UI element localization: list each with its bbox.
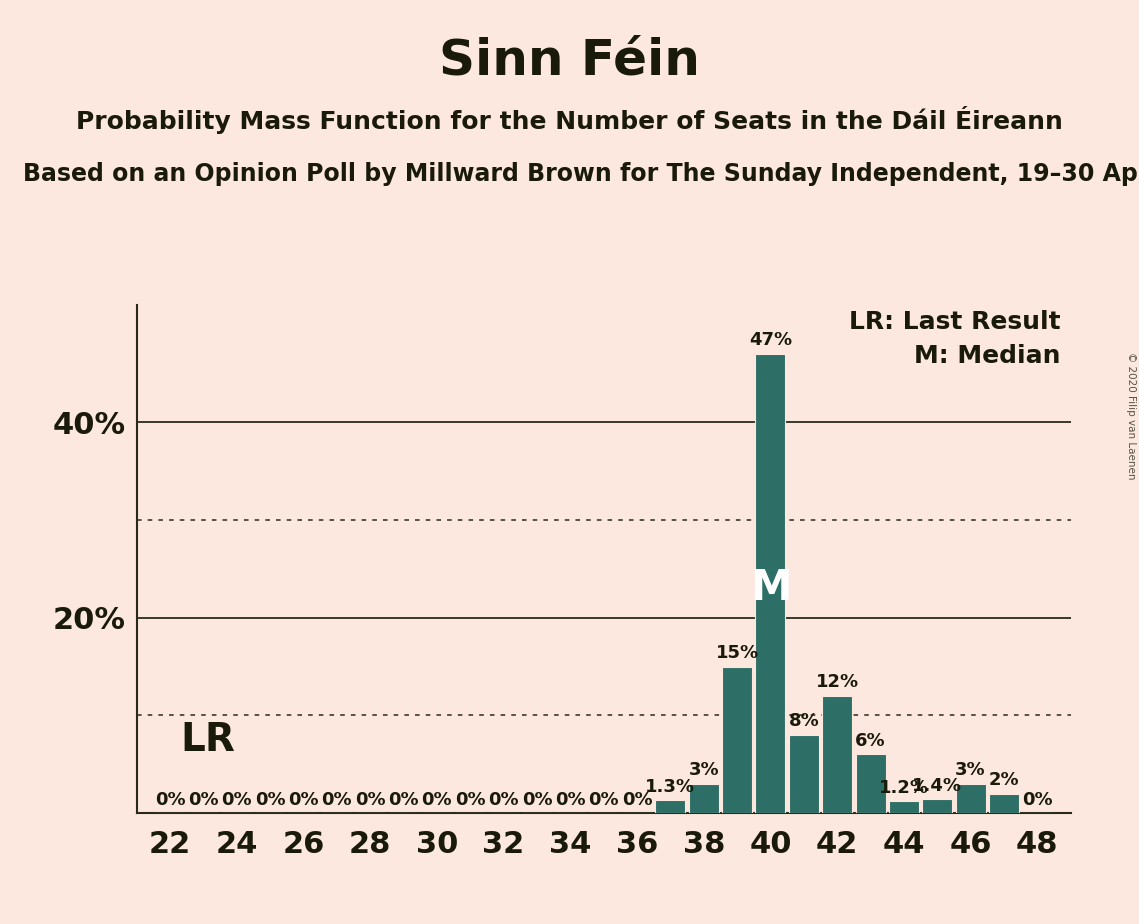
Bar	[956, 784, 985, 813]
Text: 0%: 0%	[155, 791, 186, 809]
Text: 0%: 0%	[1022, 791, 1052, 809]
Bar	[822, 696, 852, 813]
Bar	[689, 784, 719, 813]
Text: 3%: 3%	[956, 761, 986, 779]
Text: 1.2%: 1.2%	[879, 779, 929, 796]
Text: 0%: 0%	[622, 791, 653, 809]
Text: Sinn Féin: Sinn Féin	[439, 37, 700, 85]
Text: 0%: 0%	[555, 791, 585, 809]
Bar	[755, 354, 786, 813]
Text: 8%: 8%	[788, 712, 819, 730]
Text: M: M	[749, 567, 792, 609]
Text: 3%: 3%	[688, 761, 719, 779]
Text: 0%: 0%	[589, 791, 618, 809]
Text: 2%: 2%	[989, 771, 1019, 789]
Text: 0%: 0%	[255, 791, 286, 809]
Bar	[722, 666, 752, 813]
Text: 12%: 12%	[816, 673, 859, 691]
Text: 0%: 0%	[388, 791, 419, 809]
Text: 47%: 47%	[748, 331, 792, 349]
Text: 0%: 0%	[522, 791, 552, 809]
Text: 0%: 0%	[321, 791, 352, 809]
Bar	[855, 755, 885, 813]
Text: 0%: 0%	[355, 791, 385, 809]
Text: 0%: 0%	[188, 791, 219, 809]
Bar	[989, 794, 1019, 813]
Text: LR: Last Result: LR: Last Result	[849, 310, 1060, 334]
Text: 0%: 0%	[288, 791, 319, 809]
Text: 15%: 15%	[715, 644, 759, 662]
Text: 0%: 0%	[489, 791, 519, 809]
Text: Based on an Opinion Poll by Millward Brown for The Sunday Independent, 19–30 Apr: Based on an Opinion Poll by Millward Bro…	[23, 162, 1139, 186]
Text: LR: LR	[180, 722, 235, 760]
Text: Probability Mass Function for the Number of Seats in the Dáil Éireann: Probability Mass Function for the Number…	[76, 106, 1063, 134]
Bar	[655, 800, 686, 813]
Bar	[923, 799, 952, 813]
Text: 0%: 0%	[221, 791, 252, 809]
Text: 1.4%: 1.4%	[912, 776, 962, 795]
Text: 1.3%: 1.3%	[646, 777, 696, 796]
Bar	[789, 735, 819, 813]
Text: © 2020 Filip van Laenen: © 2020 Filip van Laenen	[1126, 352, 1136, 480]
Text: M: Median: M: Median	[915, 344, 1060, 368]
Bar	[888, 801, 919, 813]
Text: 6%: 6%	[855, 732, 886, 749]
Text: 0%: 0%	[421, 791, 452, 809]
Text: 0%: 0%	[454, 791, 485, 809]
